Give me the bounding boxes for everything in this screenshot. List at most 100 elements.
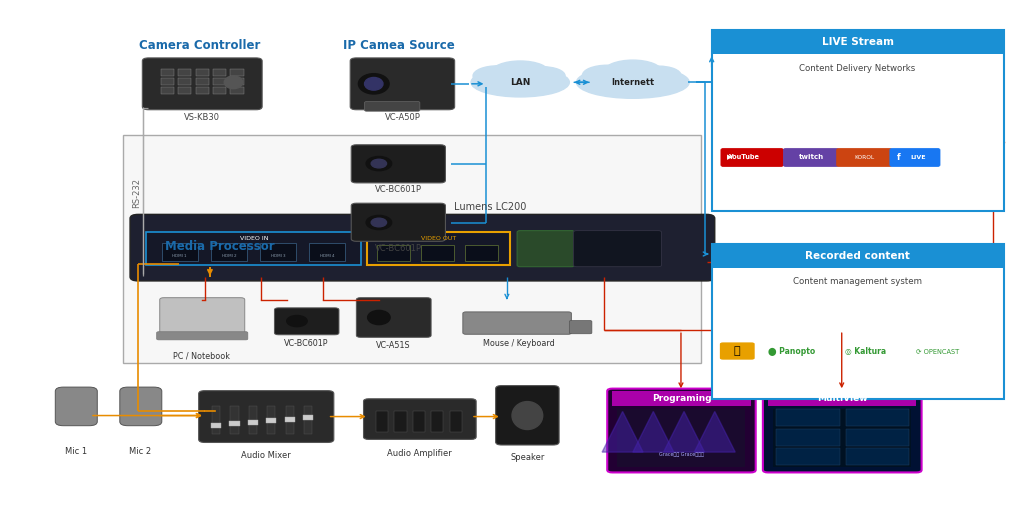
Ellipse shape xyxy=(471,68,569,97)
FancyBboxPatch shape xyxy=(178,69,191,76)
Polygon shape xyxy=(633,411,674,452)
Ellipse shape xyxy=(513,76,554,92)
Text: VC-BC601P: VC-BC601P xyxy=(284,339,329,348)
Text: ⬤ Panopto: ⬤ Panopto xyxy=(768,347,815,356)
FancyBboxPatch shape xyxy=(213,87,226,94)
FancyBboxPatch shape xyxy=(364,399,476,439)
Ellipse shape xyxy=(490,61,550,85)
Text: MultiView: MultiView xyxy=(817,394,867,403)
FancyBboxPatch shape xyxy=(607,389,756,472)
FancyBboxPatch shape xyxy=(229,421,240,426)
FancyBboxPatch shape xyxy=(211,423,221,428)
FancyBboxPatch shape xyxy=(213,69,226,76)
Text: VIDEO IN: VIDEO IN xyxy=(240,236,268,241)
FancyBboxPatch shape xyxy=(120,387,162,426)
FancyBboxPatch shape xyxy=(413,411,425,432)
FancyBboxPatch shape xyxy=(55,387,97,426)
FancyBboxPatch shape xyxy=(431,411,443,432)
FancyBboxPatch shape xyxy=(712,244,1004,268)
Text: VC-BC601P: VC-BC601P xyxy=(375,185,422,194)
Text: Content management system: Content management system xyxy=(794,277,922,287)
FancyBboxPatch shape xyxy=(142,58,262,110)
Ellipse shape xyxy=(520,67,565,85)
Text: HDMI 4: HDMI 4 xyxy=(319,254,335,258)
FancyBboxPatch shape xyxy=(161,87,174,94)
FancyBboxPatch shape xyxy=(230,87,244,94)
FancyBboxPatch shape xyxy=(846,448,909,465)
FancyBboxPatch shape xyxy=(303,415,313,420)
Text: Mic 1: Mic 1 xyxy=(65,447,87,456)
Ellipse shape xyxy=(512,401,543,430)
FancyBboxPatch shape xyxy=(213,78,226,85)
FancyBboxPatch shape xyxy=(837,148,892,167)
FancyBboxPatch shape xyxy=(304,406,312,434)
Ellipse shape xyxy=(358,74,389,94)
Text: VIDEO OUT: VIDEO OUT xyxy=(421,236,456,241)
FancyBboxPatch shape xyxy=(157,332,248,340)
FancyBboxPatch shape xyxy=(248,420,258,425)
FancyBboxPatch shape xyxy=(356,298,431,337)
FancyBboxPatch shape xyxy=(783,148,839,167)
FancyBboxPatch shape xyxy=(286,406,294,434)
FancyBboxPatch shape xyxy=(421,245,454,261)
Ellipse shape xyxy=(636,66,681,84)
FancyBboxPatch shape xyxy=(230,406,239,434)
FancyBboxPatch shape xyxy=(776,448,840,465)
FancyBboxPatch shape xyxy=(394,411,407,432)
FancyBboxPatch shape xyxy=(463,312,571,334)
FancyBboxPatch shape xyxy=(123,135,701,363)
Ellipse shape xyxy=(583,65,632,85)
FancyBboxPatch shape xyxy=(517,231,574,267)
FancyBboxPatch shape xyxy=(465,245,498,261)
Ellipse shape xyxy=(473,66,522,86)
Text: HDMI 3: HDMI 3 xyxy=(270,254,286,258)
Text: HDMI 2: HDMI 2 xyxy=(221,254,237,258)
Text: Audio Amplifier: Audio Amplifier xyxy=(387,449,453,458)
Text: LIVE: LIVE xyxy=(910,155,927,161)
FancyBboxPatch shape xyxy=(160,298,245,337)
Ellipse shape xyxy=(367,215,391,230)
Text: Mic 2: Mic 2 xyxy=(129,447,152,456)
Text: VC-BC601P: VC-BC601P xyxy=(375,244,422,253)
FancyBboxPatch shape xyxy=(846,409,909,426)
FancyBboxPatch shape xyxy=(178,78,191,85)
FancyBboxPatch shape xyxy=(161,78,174,85)
Text: Grace恩典 Grace恩選定: Grace恩典 Grace恩選定 xyxy=(659,452,703,457)
Text: Mouse / Keyboard: Mouse / Keyboard xyxy=(483,339,555,348)
FancyBboxPatch shape xyxy=(196,87,209,94)
FancyBboxPatch shape xyxy=(450,411,462,432)
Ellipse shape xyxy=(577,66,689,99)
Text: Recorded content: Recorded content xyxy=(805,251,910,261)
FancyBboxPatch shape xyxy=(768,391,916,406)
FancyBboxPatch shape xyxy=(351,145,445,183)
FancyBboxPatch shape xyxy=(890,148,940,167)
Ellipse shape xyxy=(628,76,669,93)
FancyBboxPatch shape xyxy=(196,78,209,85)
FancyBboxPatch shape xyxy=(199,391,334,442)
Ellipse shape xyxy=(368,310,390,325)
Text: Camera Controller: Camera Controller xyxy=(139,39,260,52)
FancyBboxPatch shape xyxy=(309,243,345,261)
Text: YouTube: YouTube xyxy=(728,154,759,161)
FancyBboxPatch shape xyxy=(274,308,339,335)
Text: Media Processor: Media Processor xyxy=(165,240,275,253)
FancyBboxPatch shape xyxy=(712,30,1004,211)
FancyBboxPatch shape xyxy=(617,409,745,467)
Ellipse shape xyxy=(224,76,243,88)
Text: PC / Notebook: PC / Notebook xyxy=(173,352,230,361)
Text: twitch: twitch xyxy=(799,154,823,161)
FancyBboxPatch shape xyxy=(773,409,911,467)
Ellipse shape xyxy=(367,156,391,171)
Ellipse shape xyxy=(371,160,387,168)
Ellipse shape xyxy=(486,76,527,92)
FancyBboxPatch shape xyxy=(351,203,445,241)
FancyBboxPatch shape xyxy=(720,342,755,360)
FancyBboxPatch shape xyxy=(367,232,510,265)
FancyBboxPatch shape xyxy=(212,406,220,434)
Text: KOROL: KOROL xyxy=(854,155,874,160)
FancyBboxPatch shape xyxy=(721,148,783,167)
FancyBboxPatch shape xyxy=(266,418,276,423)
FancyBboxPatch shape xyxy=(569,321,592,334)
FancyBboxPatch shape xyxy=(178,87,191,94)
Ellipse shape xyxy=(365,77,383,90)
